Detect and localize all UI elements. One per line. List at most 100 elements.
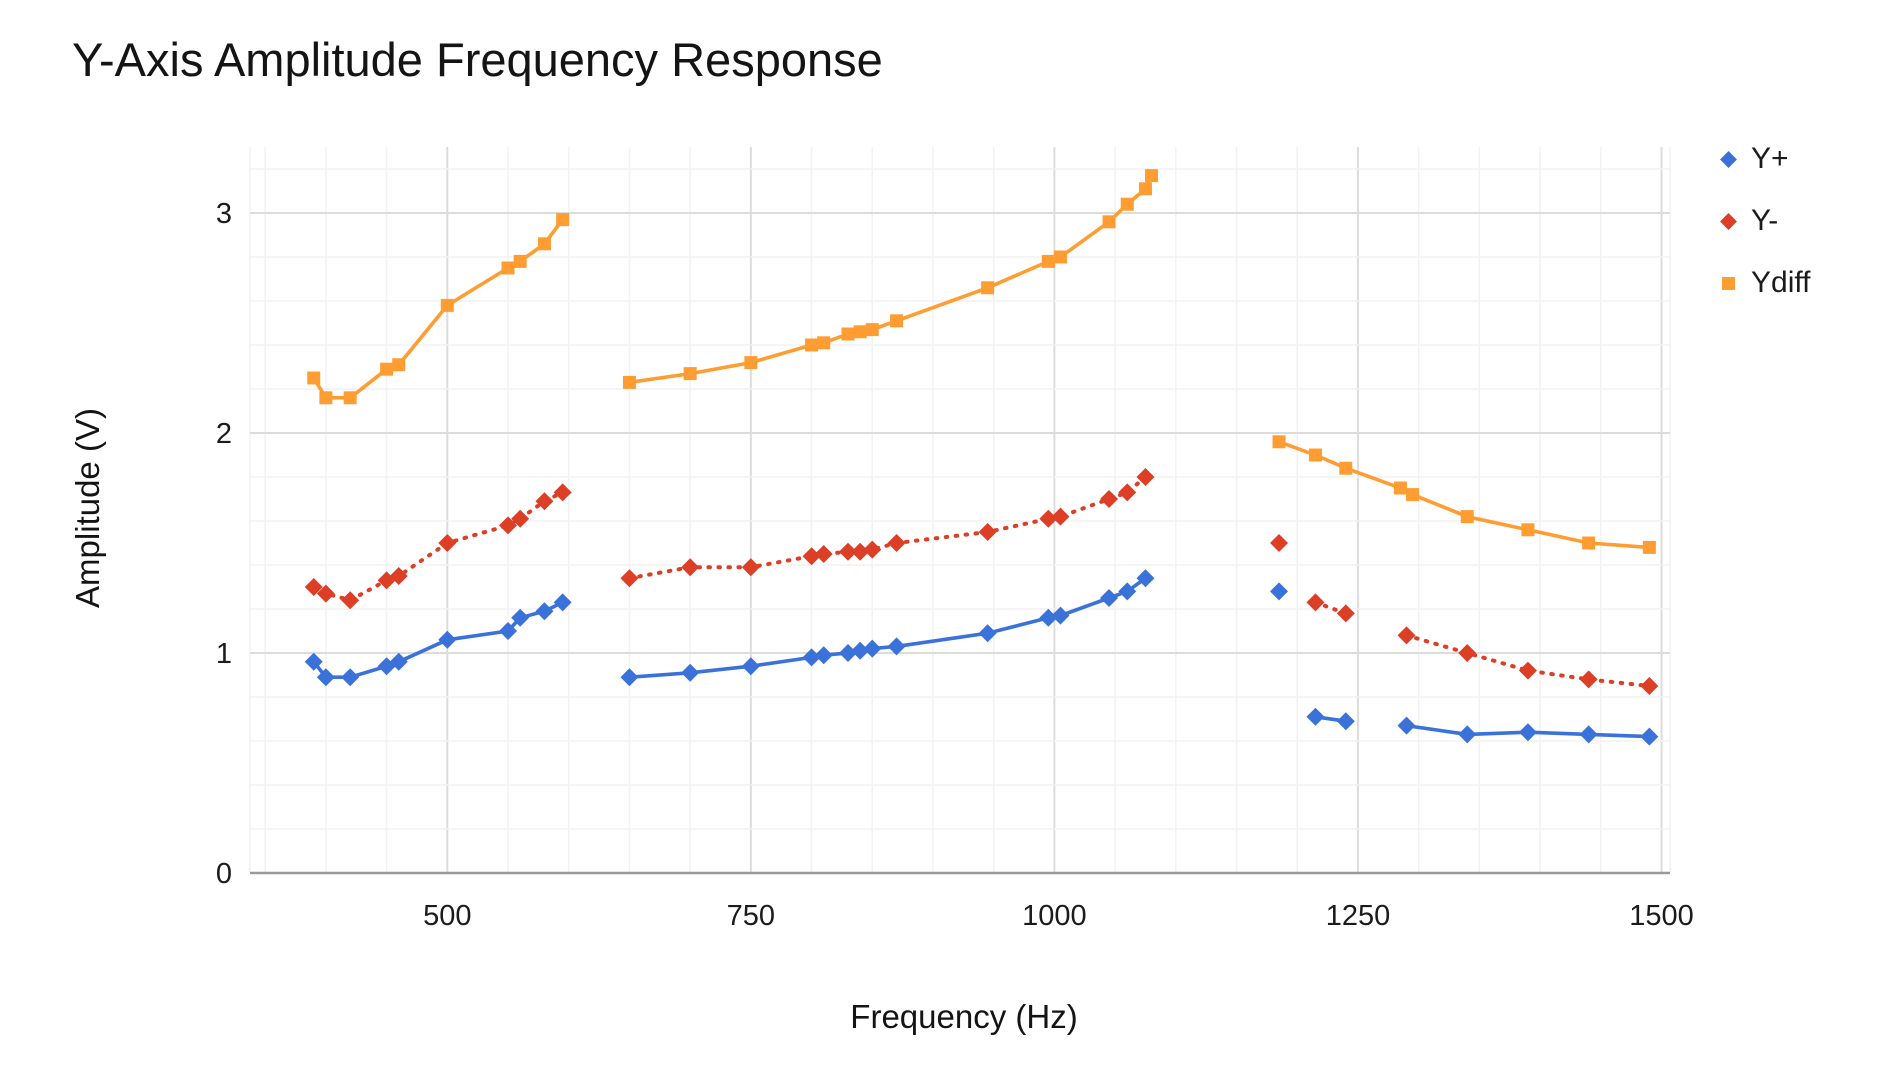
series-line xyxy=(1404,633,1652,688)
marker-square xyxy=(513,254,527,268)
marker-diamond xyxy=(1640,677,1659,695)
marker-diamond xyxy=(887,637,906,656)
y-plus-diamond-icon xyxy=(1720,150,1737,168)
series-line xyxy=(312,600,564,680)
x-tick-label: 500 xyxy=(423,900,471,932)
marker-square xyxy=(1145,169,1159,183)
marker-diamond xyxy=(681,663,700,682)
x-tick-label: 1500 xyxy=(1629,900,1694,932)
marker-diamond xyxy=(1397,716,1416,735)
marker-diamond xyxy=(304,578,323,596)
marker-diamond xyxy=(1458,725,1477,744)
marker-diamond xyxy=(1270,582,1289,601)
legend-label: Y+ xyxy=(1751,142,1789,175)
marker-diamond xyxy=(741,657,760,676)
marker-square xyxy=(556,213,570,227)
series-Y- xyxy=(304,468,1659,695)
marker-diamond xyxy=(499,622,518,640)
marker-diamond xyxy=(389,567,408,585)
ydiff-square-icon xyxy=(1722,276,1735,290)
marker-diamond xyxy=(620,668,639,687)
marker-diamond xyxy=(1458,644,1477,662)
chart-title: Y-Axis Amplitude Frequency Response xyxy=(72,33,883,86)
marker-diamond xyxy=(814,646,833,665)
marker-square xyxy=(501,261,515,275)
marker-square xyxy=(1053,250,1067,264)
legend-item-y-plus: Y+ xyxy=(1720,136,1811,182)
marker-diamond xyxy=(1336,604,1355,623)
x-axis-title: Frequency (Hz) xyxy=(850,998,1078,1035)
marker-diamond xyxy=(1518,661,1537,680)
series-line xyxy=(1278,440,1650,550)
marker-diamond xyxy=(1039,608,1058,627)
marker-square xyxy=(1521,523,1535,537)
legend: Y+ Y- Ydiff xyxy=(1720,136,1811,322)
marker-diamond xyxy=(1136,569,1155,588)
legend-label: Y- xyxy=(1751,204,1779,237)
marker-diamond xyxy=(851,641,870,660)
marker-square xyxy=(380,362,394,376)
marker-diamond xyxy=(535,492,554,511)
x-tick-label: 750 xyxy=(727,900,775,932)
marker-diamond xyxy=(511,608,530,627)
marker-diamond xyxy=(1397,626,1416,645)
marker-diamond xyxy=(1136,468,1155,486)
y-tick-label: 1 xyxy=(216,638,232,670)
y-minus-diamond-icon xyxy=(1720,212,1737,230)
marker-diamond xyxy=(1039,509,1058,528)
marker-square xyxy=(1460,510,1474,524)
marker-square xyxy=(853,325,867,339)
marker-diamond xyxy=(1270,534,1289,552)
marker-diamond xyxy=(620,569,639,588)
legend-label: Ydiff xyxy=(1751,266,1811,299)
marker-diamond xyxy=(1640,727,1659,746)
series-line xyxy=(629,576,1147,679)
marker-square xyxy=(440,298,454,312)
marker-diamond xyxy=(838,542,857,561)
marker-diamond xyxy=(1051,606,1070,625)
marker-square xyxy=(1393,481,1407,495)
y-tick-label: 2 xyxy=(216,418,232,450)
marker-diamond xyxy=(553,593,572,612)
marker-square xyxy=(537,237,551,251)
marker-diamond xyxy=(1051,507,1070,526)
marker-square xyxy=(981,281,995,295)
marker-diamond xyxy=(316,668,335,687)
marker-diamond xyxy=(863,639,882,658)
gridlines xyxy=(249,147,1671,873)
x-tick-label: 1250 xyxy=(1326,900,1391,932)
marker-diamond xyxy=(1518,723,1537,742)
marker-square xyxy=(1339,461,1353,475)
marker-diamond xyxy=(1118,582,1137,601)
marker-diamond xyxy=(887,534,906,552)
marker-diamond xyxy=(1100,490,1119,508)
marker-square xyxy=(1041,254,1055,268)
marker-square xyxy=(1102,215,1116,229)
marker-diamond xyxy=(341,668,360,687)
marker-square xyxy=(392,358,406,372)
x-tick-label: 1000 xyxy=(1022,900,1087,932)
marker-square xyxy=(319,391,333,405)
marker-square xyxy=(307,371,321,385)
marker-diamond xyxy=(1100,589,1119,607)
marker-diamond xyxy=(316,584,335,603)
marker-square xyxy=(805,338,819,352)
marker-diamond xyxy=(438,630,457,649)
marker-diamond xyxy=(553,483,572,502)
marker-diamond xyxy=(1579,670,1598,689)
marker-diamond xyxy=(438,534,457,552)
marker-square xyxy=(1308,448,1322,462)
marker-diamond xyxy=(511,509,530,528)
marker-diamond xyxy=(1306,593,1325,612)
marker-diamond xyxy=(304,652,323,671)
y-tick-label: 0 xyxy=(216,858,232,890)
marker-diamond xyxy=(389,652,408,671)
marker-diamond xyxy=(681,558,700,577)
marker-square xyxy=(817,336,831,350)
y-tick-label: 3 xyxy=(216,198,232,230)
marker-diamond xyxy=(863,540,882,559)
marker-diamond xyxy=(851,542,870,561)
legend-item-ydiff: Ydiff xyxy=(1722,260,1811,306)
marker-diamond xyxy=(341,591,360,610)
